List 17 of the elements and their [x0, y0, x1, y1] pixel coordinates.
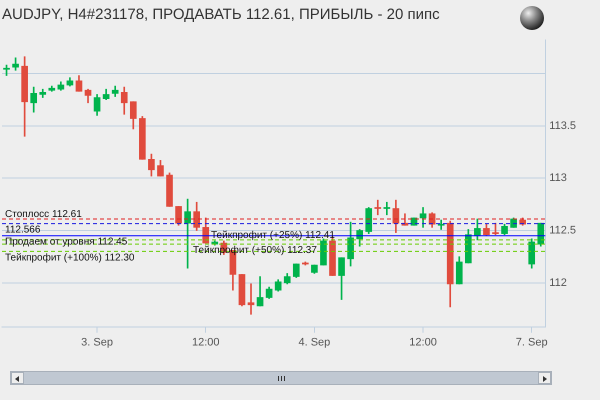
candlestick — [492, 222, 499, 236]
x-tick-label: 12:00 — [409, 336, 437, 348]
x-tick-label: 12:00 — [192, 336, 220, 348]
y-tick-label: 113 — [549, 172, 567, 184]
ref-line-label: Продаем от уровня 112.45 — [5, 236, 128, 248]
y-tick-label: 113.5 — [549, 120, 576, 132]
x-tick-label: 4. Sep — [298, 336, 330, 348]
ref-line-label: Тейкпрофит (+100%) 112.30 — [5, 252, 135, 264]
chart-title: AUDJPY, H4#231178, ПРОДАВАТЬ 112.61, ПРИБЫЛЬ - 20 пипс — [2, 6, 440, 24]
x-tick-label: 7. Sep — [516, 336, 548, 348]
y-tick-label: 112 — [549, 276, 567, 289]
candlestick — [3, 64, 10, 76]
y-tick-label: 112.5 — [549, 224, 576, 237]
x-tick-label: 3. Sep — [81, 336, 113, 348]
ref-line-label: Стоплосс 112.61 — [5, 208, 82, 220]
ref-line-label: 112.566 — [5, 224, 41, 236]
candlestick — [248, 284, 254, 315]
